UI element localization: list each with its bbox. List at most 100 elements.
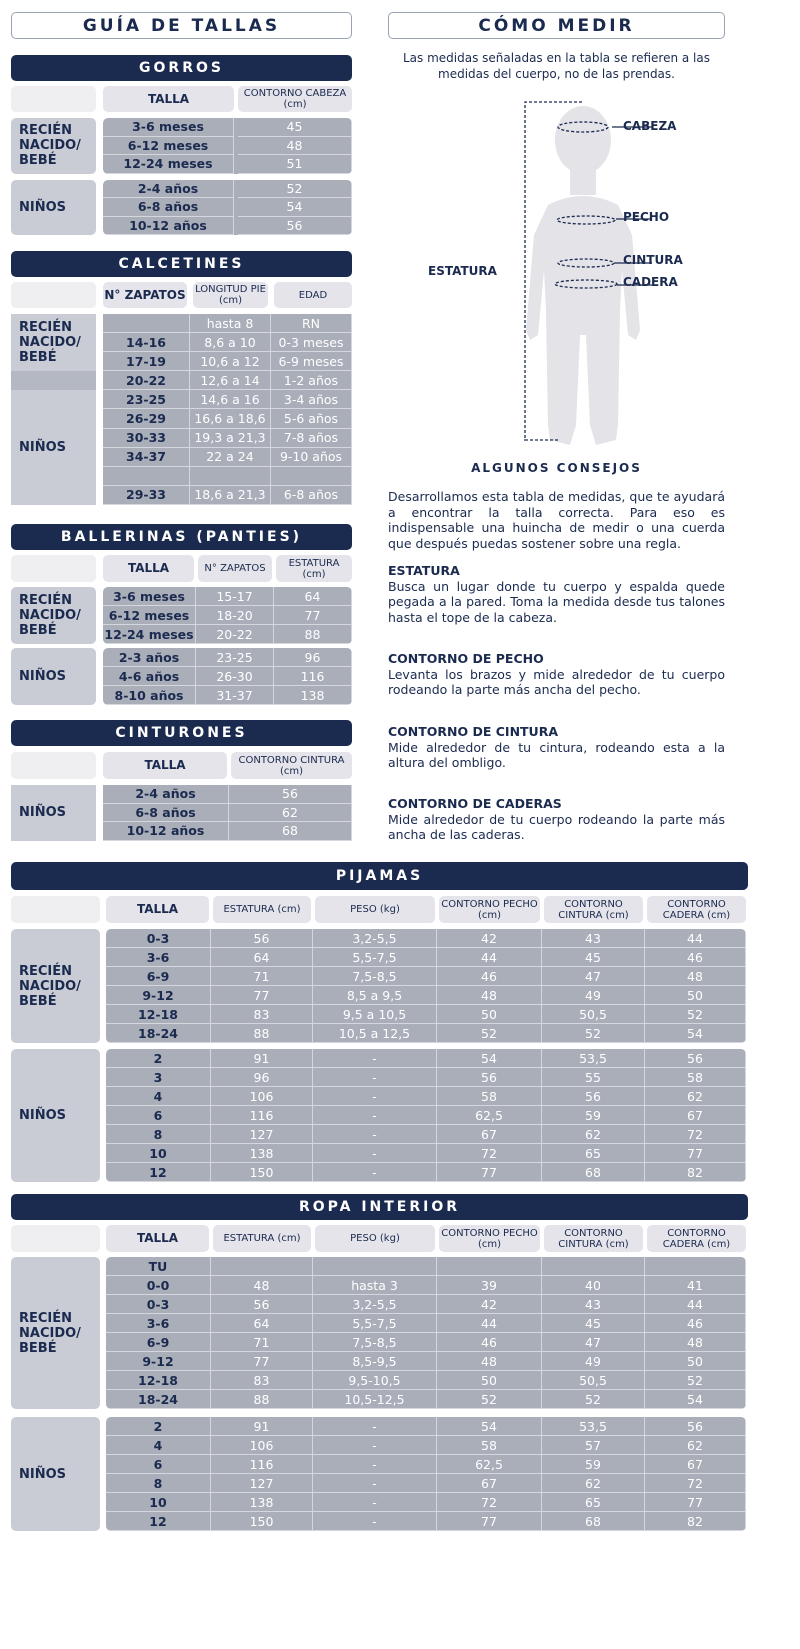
value-cell: - [313, 1068, 437, 1087]
label-cabeza: CABEZA [623, 119, 677, 133]
size-cell: 3-6 [106, 948, 211, 967]
tip-heading: ESTATURA [388, 563, 460, 578]
value-cell: 52 [542, 1024, 645, 1043]
size-guide-title: GUÍA DE TALLAS [11, 12, 352, 39]
size-cell: 6-8 años [103, 803, 229, 822]
value-cell: 10,6 a 12 [190, 352, 271, 372]
value-cell: - [313, 1163, 437, 1182]
value-cell: 54 [645, 1024, 746, 1043]
value-cell: 67 [645, 1106, 746, 1125]
value-cell: - [313, 1436, 437, 1455]
value-cell [313, 1257, 437, 1276]
value-cell: 56 [542, 1087, 645, 1106]
head-measure-ring [557, 121, 609, 133]
value-cell: 49 [542, 1352, 645, 1371]
column-header: ESTATURA (cm) [213, 896, 311, 923]
height-line [524, 101, 582, 441]
value-cell: 52 [645, 1005, 746, 1024]
value-cell: 138 [211, 1144, 313, 1163]
value-cell: 18,6 a 21,3 [190, 485, 271, 505]
value-cell: 59 [542, 1455, 645, 1474]
value-cell: 58 [437, 1087, 542, 1106]
value-cell: 106 [211, 1436, 313, 1455]
value-cell: 22 a 24 [190, 447, 271, 467]
value-cell: 64 [274, 587, 352, 606]
value-cell: 62,5 [437, 1106, 542, 1125]
column-header: CONTORNO CADERA (cm) [647, 1225, 746, 1252]
value-cell: 56 [211, 929, 313, 948]
value-cell: 96 [274, 648, 352, 667]
size-cell: 34-37 [103, 447, 190, 467]
value-cell: 77 [645, 1493, 746, 1512]
value-cell: 54 [645, 1390, 746, 1409]
value-cell: 77 [274, 606, 352, 625]
label-pecho: PECHO [623, 210, 670, 224]
intro-text: Las medidas señaladas en la tabla se ref… [403, 51, 710, 81]
body-measurement-figure [524, 101, 652, 445]
value-cell: 45 [542, 948, 645, 967]
size-cell: 10 [106, 1144, 211, 1163]
column-header: CONTORNO PECHO (cm) [439, 1225, 540, 1252]
column-header: PESO (kg) [315, 896, 435, 923]
value-cell: 65 [542, 1493, 645, 1512]
value-cell: 46 [645, 948, 746, 967]
table-group: 2-3 años 23-25 96 4-6 años 26-30 116 8-10 años… [103, 648, 352, 705]
value-cell: 96 [211, 1068, 313, 1087]
tip-pecho: CONTORNO DE PECHO Levanta los brazos y mi… [388, 651, 725, 698]
tip-heading: CONTORNO DE PECHO [388, 651, 544, 666]
value-cell: 62 [645, 1436, 746, 1455]
value-cell [190, 466, 271, 486]
value-cell: 91 [211, 1049, 313, 1068]
value-cell: 116 [274, 667, 352, 686]
table-group: 20-22 12,6 a 14 1-2 años [103, 371, 352, 391]
tip-text: Busca un lugar donde tu cuerpo y espalda… [388, 578, 725, 625]
size-cell: 0-0 [106, 1276, 211, 1295]
group-label: RECIÉN NACIDO/ BEBÉ [11, 929, 100, 1043]
value-cell: 5-6 años [271, 409, 352, 429]
value-cell: - [313, 1049, 437, 1068]
value-cell: 7,5-8,5 [313, 967, 437, 986]
value-cell: 67 [645, 1455, 746, 1474]
value-cell: 57 [542, 1436, 645, 1455]
value-cell: 10,5-12,5 [313, 1390, 437, 1409]
value-cell: 42 [437, 1295, 542, 1314]
label-cintura: CINTURA [623, 253, 683, 267]
value-cell: 46 [437, 967, 542, 986]
tips-intro: Desarrollamos esta tabla de medidas, que… [388, 489, 725, 551]
size-cell: 18-24 [106, 1024, 211, 1043]
size-cell: TU [106, 1257, 211, 1276]
value-cell: 5,5-7,5 [313, 948, 437, 967]
value-cell: 3-4 años [271, 390, 352, 410]
value-cell: 19,3 a 21,3 [190, 428, 271, 448]
size-cell: 0-3 [106, 1295, 211, 1314]
value-cell: 77 [437, 1163, 542, 1182]
value-cell: 52 [238, 179, 352, 198]
value-cell: 55 [542, 1068, 645, 1087]
value-cell: - [313, 1125, 437, 1144]
tip-text: Mide alrededor de tu cintura, rodeando e… [388, 739, 725, 771]
size-cell: 8 [106, 1474, 211, 1493]
value-cell: - [313, 1106, 437, 1125]
header-blank [11, 1225, 100, 1252]
group-label: RECIÉN NACIDO/ BEBÉ [11, 587, 96, 644]
value-cell: 48 [437, 1352, 542, 1371]
size-cell: 3-6 [106, 1314, 211, 1333]
value-cell: 138 [211, 1493, 313, 1512]
pijamas-title-bar: PIJAMAS [11, 862, 748, 890]
size-cell: 12-18 [106, 1371, 211, 1390]
value-cell: 71 [211, 1333, 313, 1352]
value-cell: 150 [211, 1512, 313, 1531]
tips-title: ALGUNOS CONSEJOS [471, 461, 642, 475]
size-cell: 2 [106, 1417, 211, 1436]
hip-measure-ring [554, 279, 618, 289]
value-cell: 83 [211, 1005, 313, 1024]
tip-estatura: ESTATURA Busca un lugar donde tu cuerpo y… [388, 563, 725, 625]
value-cell: 44 [645, 1295, 746, 1314]
size-cell: 8-10 años [103, 686, 196, 705]
value-cell: 43 [542, 1295, 645, 1314]
value-cell: - [313, 1512, 437, 1531]
value-cell: 48 [211, 1276, 313, 1295]
value-cell: 18-20 [196, 606, 274, 625]
value-cell: 7,5-8,5 [313, 1333, 437, 1352]
value-cell: 150 [211, 1163, 313, 1182]
